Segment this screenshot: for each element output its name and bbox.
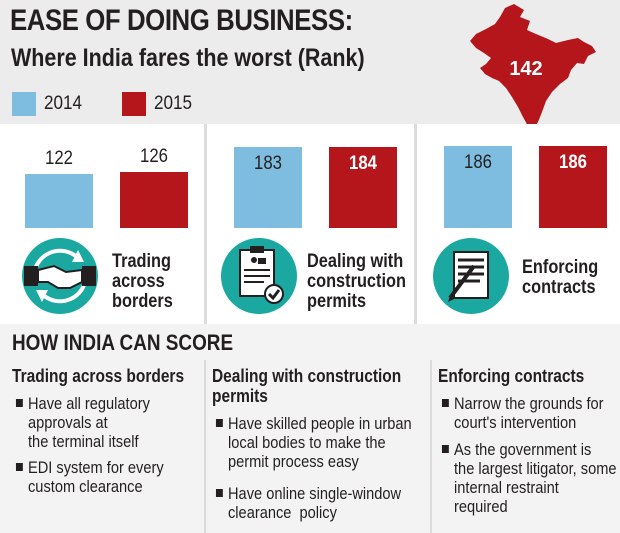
column-title-construction: Dealing with construction permits [212,366,402,406]
category-label-construction: Dealing with construction permits [307,251,406,312]
bar-value-label: 126 [140,146,168,167]
bar-value-label: 183 [254,153,282,174]
legend-label-2015: 2015 [154,93,193,114]
handshake-icon [22,238,98,314]
bar-2015-1 [120,172,188,228]
bullet-item: Have online single-window clearance poli… [215,484,402,522]
column-title-trading: Trading across borders [12,366,185,386]
permit-document-icon [221,238,297,314]
bar-value-label: 122 [45,148,73,169]
bar-2015-2 [329,147,397,228]
column-title-contracts: Enforcing contracts [438,366,585,386]
bar-value-label: 186 [464,152,492,173]
bar-2014-3 [444,146,512,228]
legend-swatch-2015 [122,92,146,116]
section-heading: HOW INDIA CAN SCORE [12,330,234,355]
panel-divider [204,124,207,324]
bar-value-label: 186 [559,152,587,173]
bar-2015-3 [539,146,607,228]
bar-2014-2 [234,147,302,228]
bullet-item: As the government is the largest litigat… [441,440,617,516]
column-divider [430,360,432,533]
legend-label-2014: 2014 [44,93,83,114]
contract-document-icon [433,238,509,314]
category-label-contracts: Enforcing contracts [522,257,599,298]
panel-divider [414,124,417,324]
category-label-trading: Trading across borders [112,251,173,312]
recommendations-section [0,324,620,533]
bar-value-label: 184 [349,153,377,174]
page-subtitle: Where India fares the worst (Rank) [11,44,365,72]
map-rank-value: 142 [509,58,543,80]
bullet-item: Have all regulatory approvals at the ter… [15,394,150,451]
bar-2014-1 [25,174,93,228]
bullet-item: Have skilled people in urban local bodie… [215,414,412,471]
column-divider [204,360,206,533]
bullet-item: Narrow the grounds for court's intervent… [441,394,604,432]
india-map-icon [470,4,596,129]
legend-swatch-2014 [12,92,36,116]
page-title: EASE OF DOING BUSINESS: [10,4,353,37]
bullet-item: EDI system for every custom clearance [15,458,164,496]
